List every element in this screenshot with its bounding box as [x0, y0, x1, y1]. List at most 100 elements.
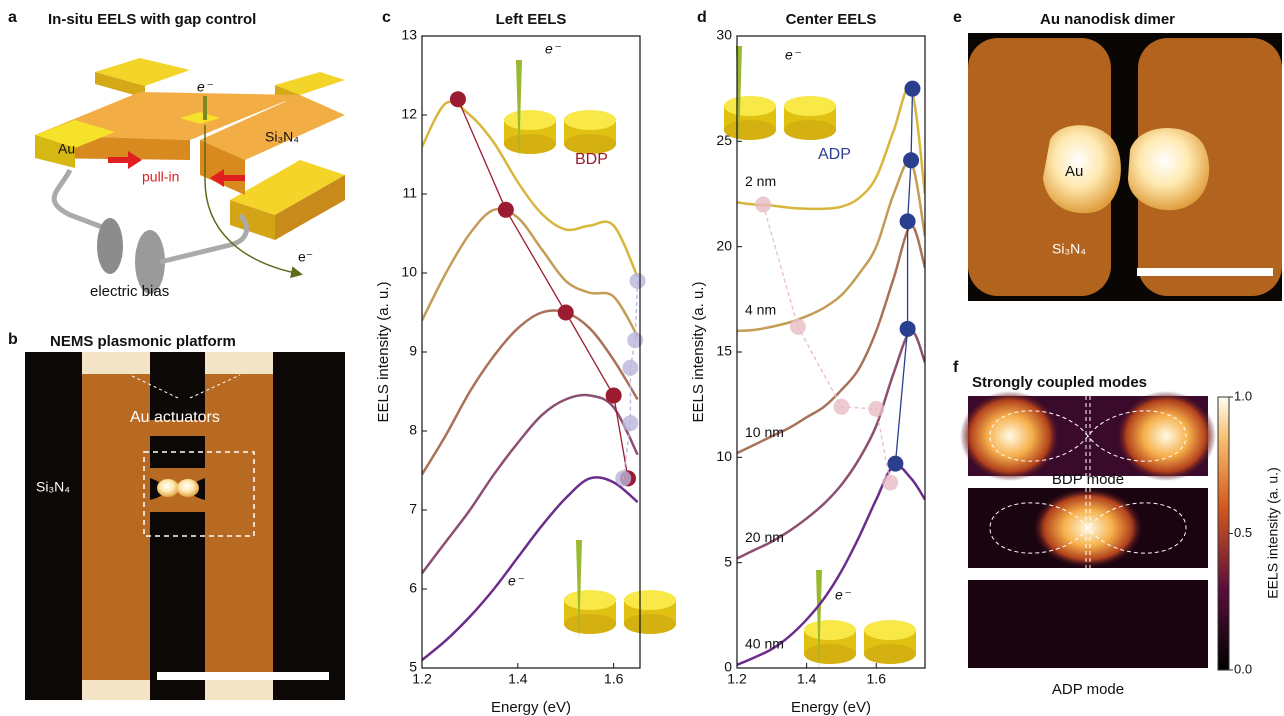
panel-title: In-situ EELS with gap control	[48, 11, 256, 28]
annotation: e⁻	[835, 587, 852, 603]
y-tick-label: 20	[716, 237, 732, 253]
label: BDP mode	[1052, 471, 1124, 488]
label: e⁻	[298, 249, 313, 265]
label: Si₃N₄	[36, 479, 70, 495]
peak-marker	[904, 81, 920, 97]
y-axis-label: EELS intensity (a. u.)	[690, 282, 707, 423]
peak-marker	[900, 321, 916, 337]
curve-label: 2 nm	[745, 173, 776, 189]
disk-top	[564, 110, 616, 130]
panel-letter: e	[953, 9, 962, 26]
label: Au	[58, 141, 75, 157]
disk-top	[504, 110, 556, 130]
peak-marker	[615, 470, 631, 486]
y-tick-label: 10	[401, 264, 417, 280]
x-tick-label: 1.6	[867, 671, 887, 687]
x-axis-label: Energy (eV)	[791, 699, 871, 716]
disk-bottom	[784, 120, 836, 140]
disk-top	[784, 96, 836, 116]
colorbar	[1218, 397, 1229, 670]
y-tick-label: 30	[716, 27, 732, 43]
stem-image	[968, 33, 1282, 301]
x-axis-label: Energy (eV)	[491, 699, 571, 716]
peak-marker	[622, 415, 638, 431]
sem-image	[25, 352, 345, 700]
peak-marker	[790, 319, 806, 335]
panel-letter: b	[8, 331, 18, 348]
colorbar-tick-label: 0.0	[1234, 661, 1252, 676]
figure: a b c d e f In-situ EELS with gap contro…	[0, 0, 1284, 716]
x-tick-label: 1.4	[797, 671, 817, 687]
disk-bottom	[724, 120, 776, 140]
panel-title: NEMS plasmonic platform	[50, 333, 236, 350]
annotation: e⁻	[545, 41, 562, 57]
label: Si₃N₄	[1052, 241, 1086, 257]
peak-marker	[606, 387, 622, 403]
disk-top	[624, 590, 676, 610]
curve-label: 10 nm	[745, 424, 784, 440]
curve-label: 40 nm	[745, 636, 784, 652]
label: Au	[1065, 163, 1083, 180]
chart: Center EELS EELS intensity (a. u.) Energy …	[690, 11, 925, 716]
annotation: ADP	[818, 146, 851, 163]
panel-letter: d	[697, 9, 707, 26]
peak-marker	[833, 399, 849, 415]
peak-marker	[755, 197, 771, 213]
heatmap-adp	[968, 488, 1208, 568]
disk-bottom	[864, 644, 916, 664]
chart-title: Center EELS	[786, 11, 877, 28]
label: Si₃N₄	[265, 129, 299, 145]
x-tick-label: 1.4	[508, 671, 528, 687]
label: pull-in	[142, 169, 179, 185]
peak-marker	[627, 332, 643, 348]
curve-label: 4 nm	[745, 302, 776, 318]
y-tick-label: 11	[402, 185, 417, 201]
disk-top	[564, 590, 616, 610]
label: ADP mode	[1052, 681, 1124, 698]
heatmap-adp-lower	[968, 580, 1208, 668]
y-tick-label: 12	[401, 106, 417, 122]
peak-marker	[622, 360, 638, 376]
peak-marker	[903, 152, 919, 168]
y-tick-label: 9	[409, 343, 417, 359]
peak-marker	[498, 202, 514, 218]
disk-bottom	[504, 134, 556, 154]
annotation: BDP	[575, 151, 608, 168]
disk-top	[864, 620, 916, 640]
marker-link	[895, 89, 912, 464]
label: e⁻	[197, 79, 214, 95]
y-tick-label: 10	[716, 448, 732, 464]
y-tick-label: 6	[409, 580, 417, 596]
spectrum-line	[422, 311, 638, 475]
x-tick-label: 1.2	[727, 671, 747, 687]
heatmap-bdp	[960, 391, 1216, 481]
colorbar-label: EELS intensity (a. u.)	[1265, 467, 1281, 599]
disk-bottom	[564, 614, 616, 634]
disk-top	[804, 620, 856, 640]
spectrum-line	[737, 226, 925, 454]
y-tick-label: 13	[401, 27, 417, 43]
disk-bottom	[624, 614, 676, 634]
label: electric bias	[90, 283, 169, 300]
panel-title: Strongly coupled modes	[972, 374, 1147, 391]
y-tick-label: 8	[409, 422, 417, 438]
peak-marker	[882, 475, 898, 491]
peak-marker	[630, 273, 646, 289]
y-tick-label: 5	[724, 553, 732, 569]
disk-top	[724, 96, 776, 116]
peak-marker	[450, 91, 466, 107]
y-tick-label: 7	[409, 501, 417, 517]
spectrum-line	[422, 477, 638, 660]
annotation: e⁻	[785, 47, 802, 63]
y-tick-label: 15	[716, 343, 732, 359]
disk-bottom	[804, 644, 856, 664]
chart-title: Left EELS	[496, 11, 567, 28]
y-axis-label: EELS intensity (a. u.)	[375, 282, 392, 423]
colorbar-tick-label: 1.0	[1234, 388, 1252, 403]
x-tick-label: 1.2	[412, 671, 432, 687]
x-tick-label: 1.6	[604, 671, 624, 687]
panel-letter: c	[382, 9, 391, 26]
spectrum-line	[422, 209, 638, 336]
panel-letter: f	[953, 359, 959, 376]
label: Au actuators	[130, 409, 220, 426]
